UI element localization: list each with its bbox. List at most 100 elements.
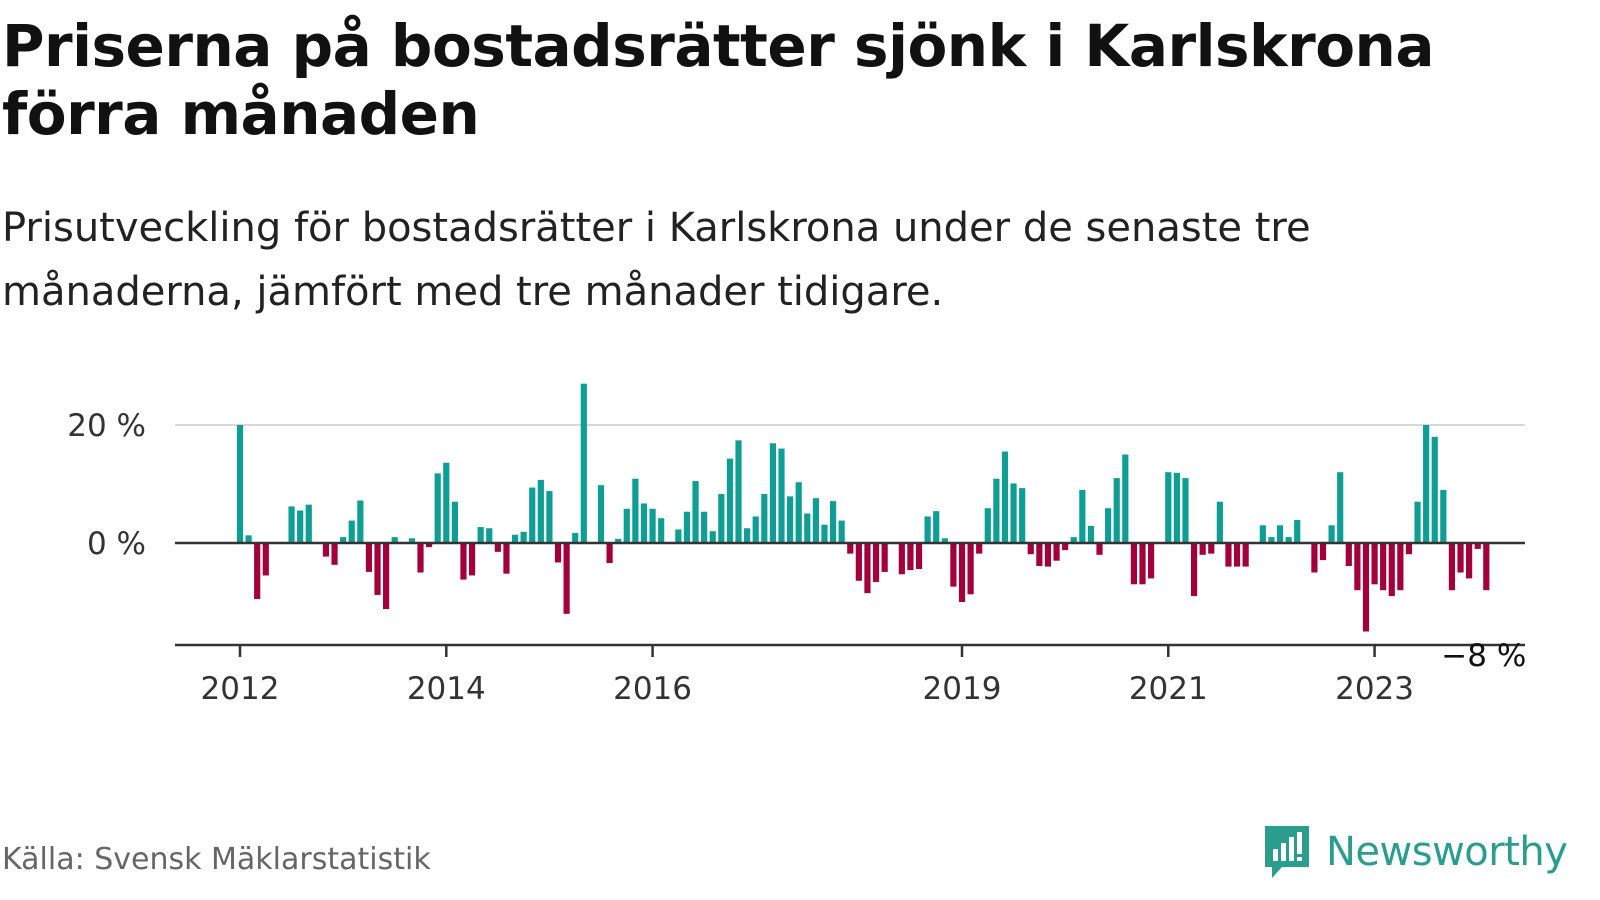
bar-positive [615,538,622,543]
bar-negative [872,543,880,582]
bar-negative [855,543,862,581]
bar-positive [1105,508,1112,543]
bar-negative [1130,543,1137,585]
bar-positive [1259,525,1266,543]
bar-negative [1139,543,1146,585]
last-value-annotation: −8 % [1441,638,1526,674]
bar-positive [744,528,751,543]
bar-positive [787,496,794,543]
bar-negative [1362,543,1370,632]
bar-positive [546,491,553,543]
bar-positive [1268,537,1275,543]
bar-positive [623,508,630,543]
axes [175,541,1525,657]
bar-negative [881,543,888,572]
bar-positive [829,501,837,543]
bar-positive [580,383,587,543]
bar-negative [254,543,261,600]
bar-positive [1165,472,1172,543]
bar-positive [692,481,699,543]
bar-positive [993,478,1000,543]
bar-negative [1405,543,1413,555]
bar-positive [1431,436,1438,543]
bar-positive [658,518,665,543]
bar-positive [1010,483,1017,543]
tick-labels: 0 % 20 % 2012 2014 2016 2019 2021 2023 −8 % [67,408,1526,707]
bar-positive [675,529,682,543]
bar-positive [640,503,648,543]
bar-negative [1311,543,1318,573]
bar-positive [537,479,544,543]
bar-positive [1285,537,1292,543]
bar-negative [1233,543,1241,567]
bar-negative [1027,543,1034,555]
bar-negative [1397,543,1404,591]
x-tick-label: 2023 [1335,671,1414,707]
bar-negative [1225,543,1232,567]
bar-negative [1371,543,1378,585]
bar-negative [1208,543,1215,554]
bar-positive [812,498,819,543]
bar-positive [305,504,312,543]
bar-positive [821,524,828,543]
bar-positive [451,501,458,543]
bar-positive [357,500,364,543]
bar-negative [383,543,390,610]
x-tick-label: 2014 [407,671,486,707]
bar-negative [322,543,330,557]
bar-negative [967,543,974,595]
bar-negative [898,543,905,575]
x-tick-label: 2021 [1129,671,1208,707]
bar-positive [709,531,716,543]
bar-negative [1354,543,1361,591]
bar-negative [1388,543,1395,597]
y-tick-label: 20 % [67,408,146,444]
bar-negative [262,543,269,576]
bar-negative [1466,543,1473,579]
bar-positive [838,520,845,543]
bar-positive [1001,451,1009,543]
bar-positive [434,473,441,543]
bar-positive [726,458,734,543]
bar-positive [1328,525,1335,543]
bar-negative [1448,543,1456,591]
bar-negative [1190,543,1198,597]
brand-logo-group: Newsworthy [1262,820,1568,884]
x-tick-label: 2012 [201,671,280,707]
bar-positive [804,513,811,543]
bar-negative [1199,543,1206,555]
bar-negative [1242,543,1249,567]
bar-negative [958,543,966,602]
bar-positive [778,448,785,543]
bar-positive [941,538,948,543]
bar-negative [331,543,338,565]
bar-negative [915,543,923,569]
bar-positive [933,511,940,543]
bar-negative [374,543,381,595]
bar-negative [460,543,467,580]
bar-negative [1148,543,1155,579]
bar-positive [1276,525,1284,543]
bar-negative [1319,543,1327,561]
bar-positive [1079,489,1086,543]
bar-negative [606,543,613,564]
bar-negative [417,543,424,573]
bar-positive [1070,537,1077,543]
bar-positive [520,531,527,543]
bar-positive [1019,488,1026,543]
bar-positive [408,538,415,543]
bar-positive [632,478,639,543]
bar-positive [477,527,484,543]
bar-positive [752,516,759,543]
bar-positive [1173,472,1180,543]
bar-positive [597,485,605,543]
bar-positive [529,487,536,543]
bar-positive [761,494,768,543]
bar-positive [795,482,802,543]
bar-negative [976,543,983,554]
bar-positive [236,425,244,543]
bar-chart: 0 % 20 % 2012 2014 2016 2019 2021 2023 −8 % [67,383,1526,707]
bar-positive [288,506,295,543]
bar-positive [701,511,708,543]
bar-negative [1483,543,1490,591]
